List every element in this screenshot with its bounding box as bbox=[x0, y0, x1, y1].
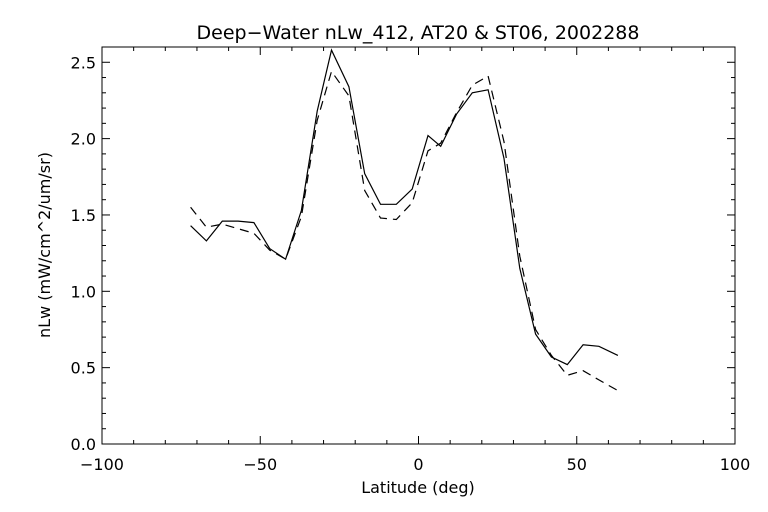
y-tick-label: 0.5 bbox=[71, 359, 96, 378]
chart-title: Deep−Water nLw_412, AT20 & ST06, 2002288 bbox=[197, 22, 640, 44]
series-line-solid bbox=[190, 48, 619, 366]
y-axis-label: nLw (mW/cm^2/um/sr) bbox=[35, 152, 54, 338]
x-axis: −100 −50 0 50 100 bbox=[80, 47, 750, 474]
series-line-dashed bbox=[190, 70, 619, 392]
series-layer bbox=[190, 48, 619, 392]
y-tick-label: 2.5 bbox=[71, 53, 96, 72]
plot-frame bbox=[101, 46, 736, 445]
y-tick-label: 2.0 bbox=[71, 130, 96, 149]
y-tick-label: 1.5 bbox=[71, 206, 96, 225]
x-tick-label: −100 bbox=[80, 455, 124, 474]
y-tick-label: 1.0 bbox=[71, 282, 96, 301]
x-axis-label: Latitude (deg) bbox=[361, 478, 475, 497]
y-axis: 0.0 0.5 1.0 1.5 2.0 2.5 bbox=[71, 46, 735, 454]
x-tick-label: 50 bbox=[567, 455, 587, 474]
x-tick-label: 100 bbox=[720, 455, 751, 474]
x-tick-label: −50 bbox=[243, 455, 277, 474]
y-tick-label: 0.0 bbox=[71, 435, 96, 454]
x-tick-label: 0 bbox=[413, 455, 423, 474]
